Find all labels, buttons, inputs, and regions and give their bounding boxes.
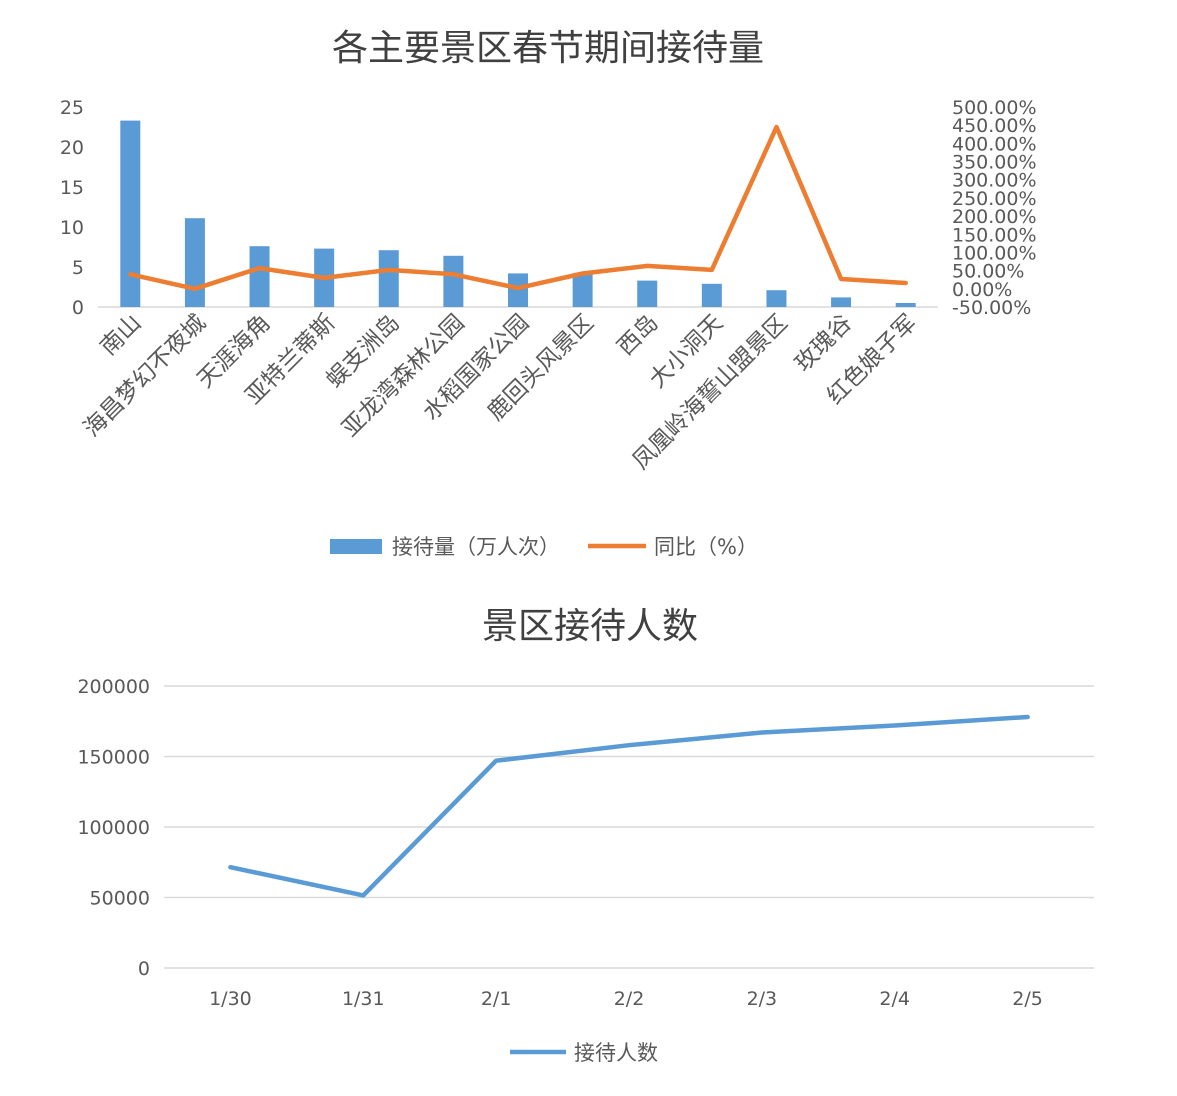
- left-tick-label: 10: [60, 217, 84, 239]
- bar: [831, 297, 852, 307]
- chart1-right-axis: 500.00%450.00%400.00%350.00%300.00%250.0…: [952, 97, 1037, 319]
- x-tick-label: 2/3: [747, 988, 778, 1010]
- x-tick-label: 2/1: [481, 988, 512, 1010]
- legend-line-label: 同比（%）: [654, 535, 758, 559]
- category-label: 南山: [96, 310, 147, 361]
- chart1-bars: [120, 120, 916, 307]
- x-tick-label: 1/30: [209, 988, 252, 1010]
- bar: [443, 255, 464, 307]
- chart2-visitors-line: [228, 714, 1030, 898]
- right-tick-label: -50.00%: [952, 297, 1031, 319]
- chart2-legend: 接待人数: [510, 1041, 658, 1065]
- left-tick-label: 0: [72, 297, 84, 319]
- bar: [766, 290, 787, 307]
- right-tick-label: 50.00%: [952, 261, 1024, 283]
- chart1-title: 各主要景区春节期间接待量: [332, 28, 764, 69]
- y-tick-label: 100000: [77, 817, 150, 839]
- left-tick-label: 15: [60, 177, 84, 199]
- y-tick-label: 50000: [90, 888, 150, 910]
- bar: [120, 120, 141, 307]
- bar: [378, 250, 399, 307]
- legend-bar-swatch: [330, 539, 382, 554]
- left-tick-label: 5: [72, 257, 84, 279]
- right-tick-label: 400.00%: [952, 133, 1037, 155]
- right-tick-label: 350.00%: [952, 152, 1037, 174]
- y-tick-label: 0: [138, 958, 150, 980]
- legend-bar-label: 接待量（万人次）: [392, 535, 560, 559]
- right-tick-label: 500.00%: [952, 97, 1037, 119]
- x-tick-label: 1/31: [342, 988, 385, 1010]
- chart1-yoy-line: [128, 124, 908, 292]
- chart1-left-axis: 25 20 15 10 5 0: [60, 97, 84, 319]
- bar: [184, 218, 205, 307]
- bar: [572, 274, 593, 307]
- right-tick-label: 150.00%: [952, 224, 1037, 246]
- right-tick-label: 450.00%: [952, 115, 1037, 137]
- chart2-gridlines: [164, 685, 1094, 969]
- chart2-x-axis: 1/30 1/31 2/1 2/2 2/3 2/4 2/5: [209, 988, 1043, 1010]
- left-tick-label: 20: [60, 137, 84, 159]
- visitor-volume-chart: 各主要景区春节期间接待量 25 20 15 10 5 0 500.00%450.00%40…: [60, 28, 1037, 559]
- chart2-title: 景区接待人数: [482, 606, 698, 647]
- chart1-category-labels: 南山海昌梦幻不夜城天涯海角亚特兰蒂斯蜈支洲岛亚龙湾森林公园水稻国家公园鹿回头风景…: [79, 310, 922, 475]
- chart2-y-axis: 200000 150000 100000 50000 0: [77, 676, 150, 980]
- y-tick-label: 150000: [77, 747, 150, 769]
- x-tick-label: 2/5: [1012, 988, 1043, 1010]
- bar: [637, 280, 658, 307]
- x-tick-label: 2/2: [614, 988, 645, 1010]
- right-tick-label: 0.00%: [952, 279, 1012, 301]
- bar: [701, 283, 722, 307]
- right-tick-label: 100.00%: [952, 242, 1037, 264]
- x-tick-label: 2/4: [879, 988, 910, 1010]
- y-tick-label: 200000: [77, 676, 150, 698]
- right-tick-label: 250.00%: [952, 188, 1037, 210]
- right-tick-label: 200.00%: [952, 206, 1037, 228]
- right-tick-label: 300.00%: [952, 170, 1037, 192]
- bar: [895, 303, 916, 307]
- left-tick-label: 25: [60, 97, 84, 119]
- category-label: 西岛: [613, 310, 664, 361]
- daily-visitors-chart: 景区接待人数 200000 150000 100000 50000 0 1/30 1/31…: [77, 606, 1094, 1065]
- bar: [249, 246, 270, 307]
- chart1-legend: 接待量（万人次） 同比（%）: [330, 535, 758, 559]
- legend-line-label: 接待人数: [574, 1041, 658, 1065]
